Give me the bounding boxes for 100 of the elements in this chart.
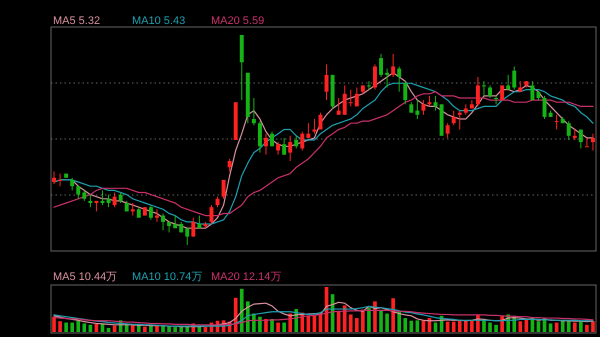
candlestick	[324, 64, 328, 101]
candlestick	[530, 80, 534, 101]
bar	[198, 326, 202, 332]
candlestick	[252, 98, 256, 126]
candlestick	[52, 171, 56, 185]
bar	[464, 321, 468, 332]
bar	[354, 318, 359, 332]
candlestick	[482, 80, 486, 96]
candlestick	[161, 213, 165, 231]
bar	[324, 287, 328, 332]
bar	[64, 322, 68, 332]
candlestick	[148, 204, 153, 220]
bar	[403, 318, 408, 332]
bar	[348, 314, 353, 332]
bar	[458, 320, 462, 332]
candlestick	[446, 122, 450, 138]
bar	[70, 322, 74, 332]
bar	[409, 320, 414, 332]
candlestick	[488, 84, 492, 98]
candlestick	[258, 120, 262, 154]
bar	[204, 327, 208, 332]
candlestick	[397, 66, 402, 92]
candlestick	[276, 142, 280, 156]
bar	[434, 322, 438, 332]
candlestick	[572, 129, 577, 140]
bar	[591, 321, 595, 332]
candlestick	[566, 120, 571, 140]
bar	[494, 324, 498, 332]
bar	[312, 316, 316, 332]
candlestick	[173, 215, 178, 229]
text: MA20 5.59	[211, 15, 264, 27]
bar	[566, 320, 571, 332]
bar	[306, 316, 310, 332]
bar	[52, 316, 56, 332]
candlestick	[100, 190, 104, 206]
bar	[422, 320, 426, 332]
bar	[185, 326, 190, 332]
bar	[88, 324, 92, 332]
bar	[572, 322, 577, 332]
candlestick	[210, 204, 214, 224]
text: MA5 10.44万	[53, 271, 118, 283]
bar	[488, 322, 492, 332]
bar	[276, 322, 280, 332]
candlestick	[216, 196, 220, 208]
bar	[548, 323, 552, 332]
candlestick	[476, 76, 480, 107]
candlestick	[106, 194, 110, 208]
candlestick	[373, 64, 377, 90]
candlestick	[379, 53, 383, 78]
candlestick	[58, 173, 62, 187]
candlestick	[354, 87, 359, 107]
bar	[367, 308, 371, 332]
candlestick	[300, 131, 304, 151]
bar	[518, 321, 522, 332]
bar	[416, 320, 420, 332]
candlestick	[191, 217, 196, 238]
bar	[379, 310, 383, 332]
candlestick	[282, 137, 286, 156]
candlestick	[458, 110, 462, 130]
bar	[536, 321, 540, 332]
candlestick	[506, 74, 510, 90]
candlestick	[415, 100, 420, 120]
candlestick	[185, 228, 190, 246]
candlestick	[306, 122, 310, 138]
bar	[585, 324, 589, 332]
bar	[106, 328, 110, 332]
candlestick	[288, 135, 292, 162]
candlestick	[428, 95, 432, 107]
candlestick	[112, 192, 117, 208]
text: MA5 5.32	[53, 15, 100, 27]
candlestick	[336, 98, 341, 116]
candlestick	[70, 177, 74, 191]
candlestick	[578, 129, 583, 149]
bar	[446, 322, 450, 332]
candlestick	[312, 118, 316, 134]
candlestick	[88, 194, 92, 208]
bar	[143, 326, 147, 332]
bar	[82, 323, 86, 332]
bar	[94, 324, 98, 332]
bar	[112, 326, 116, 332]
text: MA10 5.43	[132, 15, 186, 27]
candlestick	[542, 95, 546, 120]
candlestick	[294, 135, 298, 149]
candlestick	[464, 104, 468, 116]
candlestick	[124, 200, 129, 212]
candlestick	[179, 221, 184, 233]
candlestick	[591, 133, 595, 151]
candlestick	[584, 137, 589, 148]
bar	[76, 320, 80, 332]
candlestick	[228, 158, 232, 172]
bar	[560, 320, 565, 332]
bar	[336, 311, 340, 332]
bar	[470, 320, 474, 332]
candlestick	[270, 131, 274, 147]
candlestick	[76, 186, 80, 200]
candlestick	[434, 95, 438, 112]
text: MA20 12.14万	[211, 271, 282, 283]
candlestick	[264, 133, 268, 156]
candlestick	[391, 53, 396, 78]
candlestick	[554, 114, 559, 130]
